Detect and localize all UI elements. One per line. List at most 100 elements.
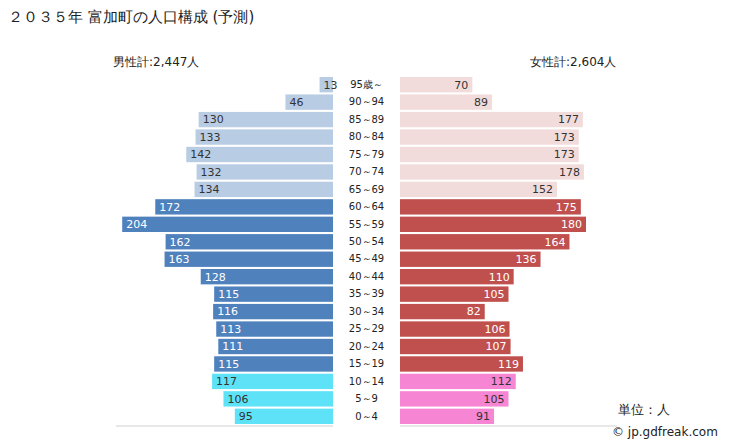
bar: [197, 164, 333, 179]
tick: 40～44: [349, 271, 384, 282]
tick: 10～14: [349, 376, 384, 387]
bar: [400, 321, 510, 336]
tick-label: 5～9: [355, 393, 378, 404]
tick-label: 90～94: [349, 96, 384, 107]
data-labels: 1346130133142132134172204162163128115116…: [126, 79, 582, 424]
data-label: 142: [190, 148, 211, 161]
bar: [400, 391, 509, 406]
bar: [400, 164, 584, 179]
bar: [214, 356, 333, 371]
data-label: 128: [205, 271, 226, 284]
data-label: 134: [199, 183, 220, 196]
data-label: 162: [170, 236, 191, 249]
data-label: 89: [474, 96, 488, 109]
x-axis: [400, 426, 617, 427]
data-label: 115: [218, 358, 239, 371]
data-label: 164: [544, 236, 565, 249]
bar: [400, 147, 579, 162]
tick: 80～84: [349, 131, 384, 142]
x-axis: [116, 426, 333, 427]
data-label: 112: [491, 375, 512, 388]
bar: [166, 234, 333, 249]
tick: 20～24: [349, 341, 384, 352]
tick-label: 10～14: [349, 376, 384, 387]
tick-label: 60～64: [349, 201, 384, 212]
data-label: 106: [485, 323, 506, 336]
bar: [201, 269, 333, 284]
data-label: 107: [486, 340, 507, 353]
bar: [218, 339, 333, 354]
bar: [400, 182, 557, 197]
tick-label: 80～84: [349, 131, 384, 142]
tick: 65～69: [349, 184, 384, 195]
tick: 55～59: [349, 219, 384, 230]
tick: 95歳～: [350, 79, 383, 90]
bar: [400, 77, 472, 92]
bar: [400, 286, 509, 301]
title: ２０３５年 富加町の人口構成 (予測): [8, 8, 254, 26]
category-axis: 95歳～90～9485～8980～8475～7970～7465～6960～645…: [349, 78, 384, 425]
bar: [196, 129, 333, 144]
data-label: 111: [222, 340, 243, 353]
tick-label: 20～24: [349, 341, 384, 352]
bar: [400, 339, 511, 354]
tick: 50～54: [349, 236, 384, 247]
data-label: 70: [454, 79, 468, 92]
tick: 30～34: [349, 306, 384, 317]
bar: [213, 304, 333, 319]
tick: 15～19: [349, 358, 384, 369]
data-label: 106: [227, 393, 248, 406]
tick: 60～64: [349, 201, 384, 212]
bar: [235, 409, 333, 424]
bar: [400, 199, 581, 214]
tick-label: 40～44: [349, 271, 384, 282]
data-label: 13: [324, 79, 338, 92]
bar: [400, 129, 579, 144]
bar: [122, 217, 333, 232]
bar: [400, 217, 586, 232]
data-label: 175: [556, 201, 577, 214]
axis-line: [400, 426, 617, 427]
data-label: 173: [554, 148, 575, 161]
series-name: 女性計:2,604人: [530, 55, 616, 69]
bar: [195, 182, 333, 197]
data-label: 130: [203, 113, 224, 126]
data-label: 105: [484, 288, 505, 301]
bar: [212, 374, 333, 389]
data-label: 204: [126, 218, 147, 231]
tick-label: 55～59: [349, 219, 384, 230]
data-label: 46: [289, 96, 303, 109]
bar: [400, 94, 492, 109]
data-label: 132: [201, 166, 222, 179]
bar: [400, 304, 485, 319]
bar: [400, 252, 541, 267]
tick-label: 35～39: [349, 288, 384, 299]
data-label: 152: [532, 183, 553, 196]
data-label: 117: [216, 375, 237, 388]
tick: 70～74: [349, 166, 384, 177]
data-label: 136: [516, 253, 537, 266]
bar: [223, 391, 333, 406]
bar: [400, 356, 523, 371]
data-label: 113: [220, 323, 241, 336]
bar: [214, 286, 333, 301]
tick-label: 25～29: [349, 323, 384, 334]
bar: [400, 409, 494, 424]
axis-line: [116, 426, 333, 427]
data-label: 178: [559, 166, 580, 179]
chart: ２０３５年 富加町の人口構成 (予測)134613013314213213417…: [0, 0, 729, 446]
bar: [400, 269, 514, 284]
tick: 85～89: [349, 114, 384, 125]
bar: [199, 112, 333, 127]
data-label: 105: [484, 393, 505, 406]
data-label: 119: [498, 358, 519, 371]
bar: [155, 199, 333, 214]
data-label: 172: [159, 201, 180, 214]
series-name: 男性計:2,447人: [113, 55, 199, 69]
axis-line: [367, 78, 368, 425]
annotation: 単位：人: [618, 402, 670, 417]
bar: [400, 374, 516, 389]
data-label: 177: [558, 113, 579, 126]
tick: 25～29: [349, 323, 384, 334]
data-label: 173: [554, 131, 575, 144]
